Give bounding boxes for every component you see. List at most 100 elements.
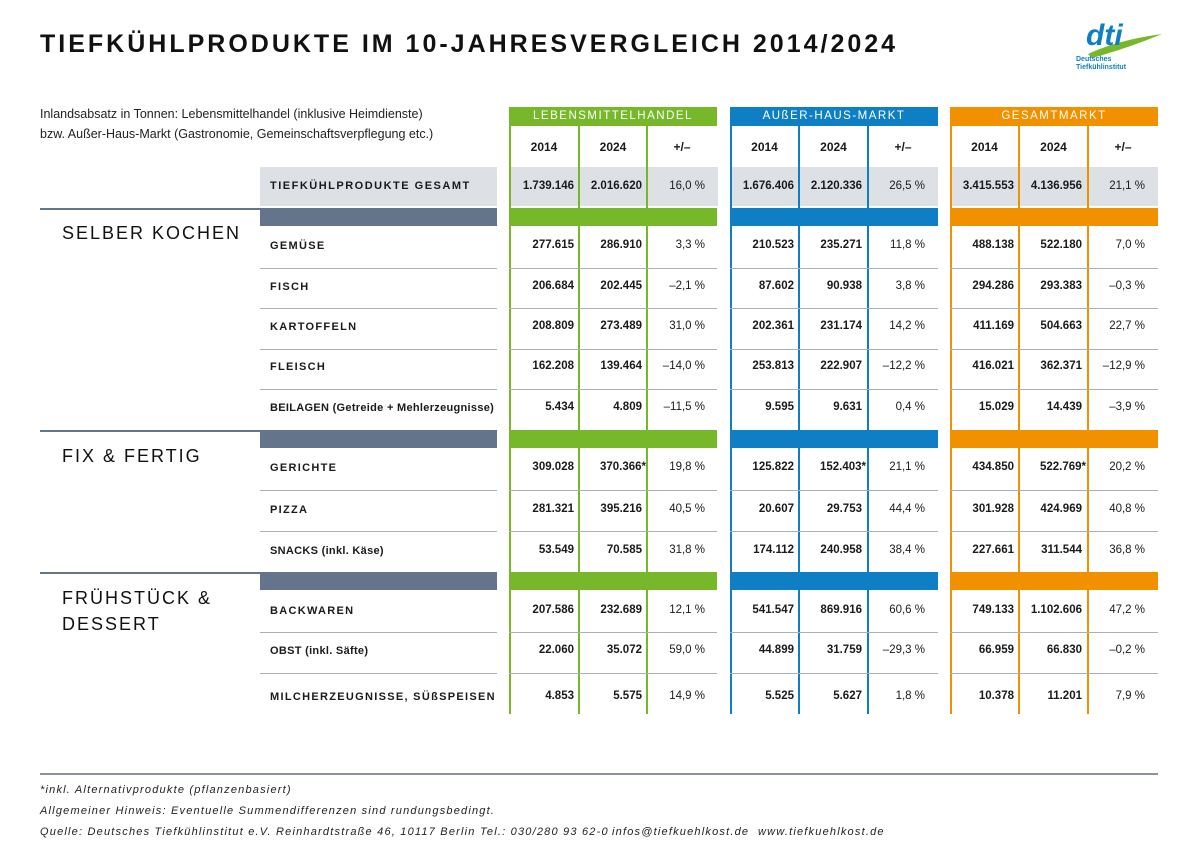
table-cell: –3,9 % — [1109, 401, 1145, 413]
row-separator — [260, 531, 497, 532]
table-cell: 152.403* — [819, 461, 866, 473]
footnote-alternativ: *inkl. Alternativprodukte (pflanzenbasie… — [40, 784, 292, 796]
table-cell: 522.180 — [1040, 239, 1082, 251]
table-cell: 22,7 % — [1109, 320, 1145, 332]
total-cell: 3.415.553 — [962, 180, 1014, 192]
row-label-beilagen: BEILAGEN (Getreide + Mehlerzeugnisse) — [270, 402, 495, 414]
table-cell: 14,9 % — [669, 690, 705, 702]
col-line — [646, 126, 648, 714]
col-line — [509, 126, 511, 714]
row-separator — [730, 632, 938, 633]
row-separator — [260, 349, 497, 350]
table-cell: 395.216 — [600, 503, 642, 515]
year-2024-gm: 2024 — [1040, 140, 1067, 154]
col-line — [730, 126, 732, 714]
footer-email[interactable]: infos@tiefkuehlkost.de — [612, 826, 750, 838]
year-2014-ahm: 2014 — [751, 140, 778, 154]
table-cell: 47,2 % — [1109, 604, 1145, 616]
footer-web[interactable]: www.tiefkuehlkost.de — [758, 826, 885, 838]
table-cell: 4.853 — [545, 690, 574, 702]
table-cell: 21,1 % — [889, 461, 925, 473]
row-separator — [950, 632, 1158, 633]
table-cell: 10.378 — [978, 690, 1014, 702]
table-cell: 273.489 — [600, 320, 642, 332]
table-cell: 44.899 — [758, 644, 794, 656]
total-cell: 16,0 % — [669, 180, 705, 192]
col-line — [950, 126, 952, 714]
table-cell: 59,0 % — [669, 644, 705, 656]
row-separator — [260, 308, 497, 309]
table-cell: 424.969 — [1040, 503, 1082, 515]
diff-leh: +/– — [673, 140, 691, 154]
table-cell: 14,2 % — [889, 320, 925, 332]
table-cell: 869.916 — [820, 604, 862, 616]
col-line — [798, 126, 800, 714]
row-label-backwaren: BACKWAREN — [270, 605, 355, 617]
table-cell: 231.174 — [820, 320, 862, 332]
table-cell: 504.663 — [1040, 320, 1082, 332]
logo-line1: Deutsches — [1076, 56, 1112, 63]
table-cell: 301.928 — [972, 503, 1014, 515]
table-cell: 253.813 — [752, 360, 794, 372]
table-cell: 286.910 — [600, 239, 642, 251]
year-2024-ahm: 2024 — [820, 140, 847, 154]
table-cell: 66.830 — [1046, 644, 1082, 656]
row-separator — [260, 389, 497, 390]
section-bar-green — [509, 430, 717, 448]
table-cell: 370.366* — [599, 461, 646, 473]
table-cell: –12,9 % — [1102, 360, 1145, 372]
section-bar-blue — [730, 572, 938, 590]
section-bar-blue — [730, 430, 938, 448]
table-cell: 174.112 — [753, 544, 794, 556]
table-cell: 5.434 — [545, 401, 574, 413]
total-cell: 1.676.406 — [742, 180, 794, 192]
subtitle-line2: bzw. Außer-Haus-Markt (Gastronomie, Geme… — [40, 127, 434, 141]
table-cell: 7,0 % — [1115, 239, 1145, 251]
row-separator — [509, 673, 717, 674]
total-cell: 21,1 % — [1109, 180, 1145, 192]
row-separator — [950, 490, 1158, 491]
section-line — [40, 430, 260, 432]
year-2014-leh: 2014 — [530, 140, 558, 154]
table-cell: 1.102.606 — [1030, 604, 1082, 616]
section-bar-green — [509, 572, 717, 590]
table-cell: 0,4 % — [895, 401, 925, 413]
row-separator — [260, 268, 497, 269]
table-cell: 206.684 — [532, 280, 574, 292]
table-cell: –0,2 % — [1109, 644, 1145, 656]
row-separator — [950, 308, 1158, 309]
row-separator — [730, 531, 938, 532]
table-cell: 15.029 — [978, 401, 1014, 413]
row-separator — [730, 490, 938, 491]
row-label-obst: OBST (inkl. Säfte) — [270, 645, 369, 657]
table-cell: 19,8 % — [669, 461, 705, 473]
total-gap-2 — [718, 167, 730, 206]
section-title-fruehstueck-line1: FRÜHSTÜCK & — [62, 588, 213, 608]
table-cell: 208.809 — [532, 320, 574, 332]
table-cell: 31,0 % — [669, 320, 705, 332]
col-line — [1018, 126, 1020, 714]
table-cell: 87.602 — [758, 280, 794, 292]
section-title-fruehstueck: FRÜHSTÜCK & DESSERT — [62, 585, 212, 637]
table-cell: 5.525 — [765, 690, 794, 702]
row-separator — [730, 308, 938, 309]
table-cell: 35.072 — [606, 644, 642, 656]
table-cell: 7,9 % — [1115, 690, 1145, 702]
row-separator — [950, 531, 1158, 532]
col-line — [867, 126, 869, 714]
table-cell: 36,8 % — [1109, 544, 1145, 556]
table-cell: –2,1 % — [669, 280, 705, 292]
table-cell: 31.759 — [826, 644, 862, 656]
col-line — [578, 126, 580, 714]
section-bar-grey — [260, 430, 497, 448]
row-separator — [509, 268, 717, 269]
row-separator — [730, 349, 938, 350]
table-cell: 14.439 — [1046, 401, 1082, 413]
dti-logo: dti Deutsches Tiefkühlinstitut — [1058, 18, 1168, 74]
table-cell: 53.549 — [538, 544, 574, 556]
section-bar-blue — [730, 208, 938, 226]
subtitle-line1: Inlandsabsatz in Tonnen: Lebensmittelhan… — [40, 107, 423, 121]
section-bar-orange — [950, 572, 1158, 590]
table-cell: –11,5 % — [663, 401, 705, 413]
total-label: TIEFKÜHLPRODUKTE GESAMT — [270, 180, 471, 192]
